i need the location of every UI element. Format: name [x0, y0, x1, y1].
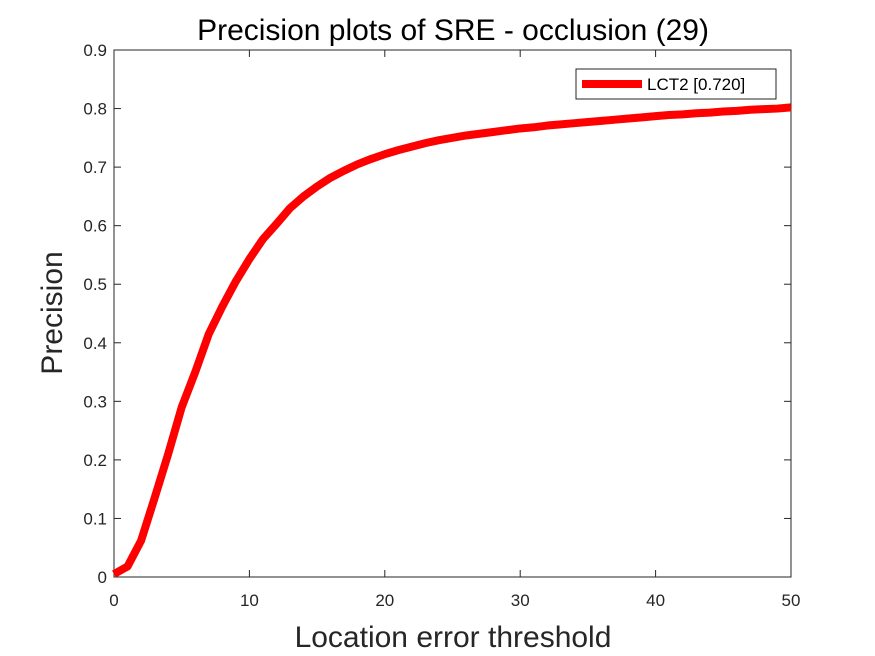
y-tick-label: 0.3 [83, 392, 107, 411]
chart-title: Precision plots of SRE - occlusion (29) [197, 14, 709, 47]
y-tick-label: 0 [98, 568, 107, 587]
series-layer [112, 103, 792, 578]
y-tick-label: 0.9 [83, 41, 107, 60]
y-tick-label: 0.4 [83, 334, 107, 353]
y-tick-label: 0.8 [83, 100, 107, 119]
y-tick-label: 0.5 [83, 275, 107, 294]
x-axis-label: Location error threshold [295, 621, 612, 654]
y-tick-label: 0.7 [83, 158, 107, 177]
series-line-lct2 [112, 103, 792, 578]
x-tick-label: 40 [646, 591, 665, 610]
legend-entry-lct2: LCT2 [0.720] [647, 75, 745, 94]
y-tick-label: 0.1 [83, 509, 107, 528]
legend: LCT2 [0.720] [575, 68, 777, 100]
x-axis: 0 10 20 30 40 50 [109, 50, 800, 610]
x-tick-label: 0 [109, 591, 118, 610]
y-axis-label: Precision [36, 251, 69, 374]
x-tick-label: 20 [375, 591, 394, 610]
x-tick-label: 50 [782, 591, 801, 610]
y-tick-label: 0.6 [83, 217, 107, 236]
y-tick-label: 0.2 [83, 451, 107, 470]
y-axis: 0 0.1 0.2 0.3 0.4 0.5 0.6 0.7 0.8 0.9 [83, 41, 791, 587]
x-tick-label: 10 [240, 591, 259, 610]
x-tick-label: 30 [511, 591, 530, 610]
